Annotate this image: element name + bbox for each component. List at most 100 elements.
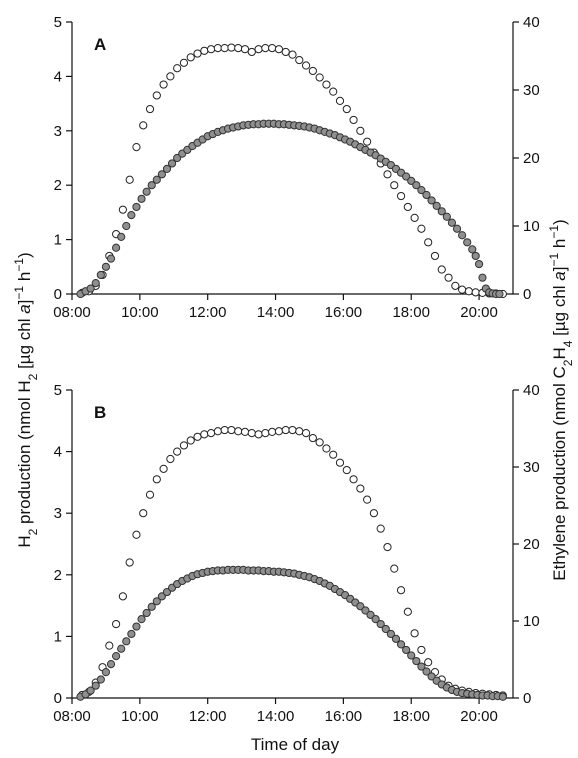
data-point: [268, 44, 277, 53]
left-tick-label: 5: [54, 382, 62, 399]
x-tick-label: 18:00: [392, 708, 430, 725]
data-point: [315, 73, 324, 82]
x-tick-label: 14:00: [257, 708, 295, 725]
data-point: [112, 619, 121, 629]
data-point: [254, 430, 263, 439]
left-tick-label: 2: [54, 177, 62, 194]
data-point: [132, 622, 141, 631]
data-point: [422, 190, 431, 200]
right-axis-title: Ethylene production (nmol C2H4 [µg chl a…: [547, 219, 575, 580]
data-point: [424, 238, 433, 247]
data-point: [139, 121, 148, 130]
data-point: [498, 692, 507, 701]
data-point: [220, 425, 229, 435]
data-point: [361, 606, 370, 615]
right-tick-label: 10: [523, 613, 540, 630]
data-point: [96, 675, 105, 684]
data-point: [166, 72, 175, 81]
data-point: [234, 44, 243, 53]
data-point: [145, 490, 155, 499]
data-point: [474, 259, 484, 269]
axis-title-part: H: [15, 535, 34, 547]
data-point: [206, 429, 216, 438]
data-point: [162, 164, 172, 173]
data-point: [186, 53, 195, 62]
series-filled-circles: [76, 119, 504, 299]
left-tick-label: 1: [54, 232, 62, 249]
data-point: [91, 681, 100, 690]
data-point: [366, 610, 375, 619]
data-point: [349, 115, 358, 125]
left-tick-label: 4: [54, 444, 62, 461]
data-point: [342, 104, 351, 114]
data-point: [159, 80, 168, 89]
data-point: [152, 597, 161, 606]
panel-a: 0 1 2 3 4 5 0 10 20 30 40 08:00 10:00 12:00 14:00 16:00…: [53, 14, 539, 321]
data-point: [288, 50, 297, 59]
data-point: [417, 185, 426, 195]
x-tick-label: 20:00: [460, 304, 498, 321]
data-point: [335, 96, 345, 105]
data-point: [495, 289, 504, 299]
data-point: [342, 465, 351, 475]
axis-title-part: −1: [12, 258, 26, 272]
data-point: [471, 288, 480, 297]
data-point: [157, 170, 166, 179]
data-point: [137, 194, 146, 203]
data-point: [86, 284, 95, 293]
data-point: [410, 213, 419, 222]
data-point: [227, 43, 236, 52]
data-point: [437, 265, 446, 274]
data-point: [417, 224, 426, 233]
data-point: [167, 159, 177, 168]
right-tick-label: 20: [523, 536, 540, 553]
data-point: [376, 524, 385, 533]
data-point: [162, 587, 172, 597]
axis-title-part: ): [550, 219, 569, 225]
data-point: [152, 91, 161, 100]
axis-title-part: ]: [550, 266, 569, 271]
data-point: [390, 564, 399, 573]
panel-b: 0 1 2 3 4 5 0 10 20 30 40 08:00 10:00 12:00 14:00 16:00…: [53, 382, 539, 725]
data-point: [464, 287, 473, 296]
x-tick-label: 12:00: [189, 304, 227, 321]
data-point: [407, 176, 416, 185]
left-tick-label: 1: [54, 628, 62, 645]
data-point: [274, 427, 284, 436]
series-open-circles: [78, 43, 507, 299]
axis-title-part: −1: [12, 286, 26, 300]
data-point: [288, 425, 297, 435]
left-tick-label: 3: [54, 123, 62, 140]
data-point: [268, 427, 277, 436]
data-point: [356, 484, 365, 493]
data-point: [396, 191, 406, 201]
left-tick-label: 3: [54, 505, 62, 522]
data-point: [427, 672, 436, 681]
x-tick-label: 20:00: [460, 708, 498, 725]
data-point: [315, 438, 324, 447]
data-point: [444, 273, 453, 282]
data-point: [112, 243, 121, 252]
x-tick-label: 12:00: [189, 708, 227, 725]
data-point: [274, 45, 284, 54]
data-point: [125, 175, 134, 184]
data-point: [106, 660, 116, 669]
data-point: [371, 615, 380, 624]
data-point: [247, 47, 256, 57]
right-tick-label: 40: [523, 382, 540, 399]
axis-title-part: H: [550, 347, 569, 359]
data-point: [381, 624, 390, 634]
data-point: [213, 44, 222, 53]
data-point: [329, 87, 338, 96]
data-point: [132, 530, 141, 539]
panel-label: A: [94, 35, 106, 54]
data-point: [179, 58, 189, 67]
data-point: [261, 44, 270, 53]
axis-title-part: h: [550, 239, 569, 253]
x-tick-label: 16:00: [325, 304, 363, 321]
series-filled-circles: [76, 565, 507, 701]
data-point: [356, 126, 365, 135]
left-tick-label: 2: [54, 567, 62, 584]
data-point: [442, 212, 451, 221]
data-point: [105, 641, 114, 650]
